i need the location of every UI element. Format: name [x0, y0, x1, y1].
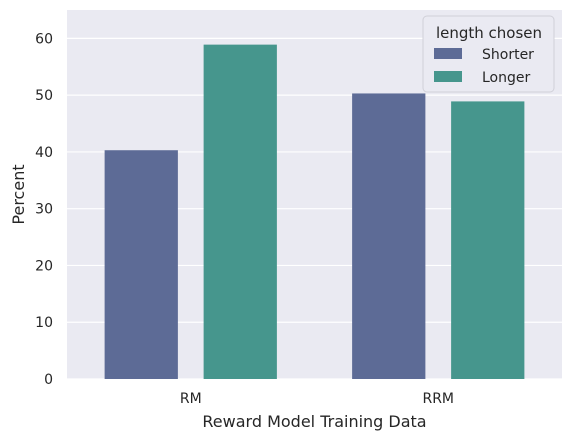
legend-label-shorter: Shorter — [482, 47, 534, 63]
bars — [104, 44, 525, 379]
y-tick-label: 0 — [44, 372, 53, 388]
bar-longer-rm — [203, 44, 277, 379]
y-tick-label: 50 — [35, 88, 53, 104]
y-axis-label: Percent — [9, 164, 28, 224]
legend-label-longer: Longer — [482, 70, 530, 86]
bar-longer-rrm — [451, 101, 525, 379]
y-tick-label: 30 — [35, 202, 53, 218]
legend: length chosen Shorter Longer — [422, 15, 555, 93]
y-tick-label: 40 — [35, 145, 53, 161]
legend-title: length chosen — [436, 24, 542, 42]
y-tick-label: 20 — [35, 258, 53, 274]
legend-swatch-shorter — [434, 48, 462, 59]
y-tick-label: 10 — [35, 315, 53, 331]
y-tick-label: 60 — [35, 31, 53, 47]
x-tick-label: RM — [180, 391, 202, 407]
x-tick-label: RRM — [422, 391, 454, 407]
legend-swatch-longer — [434, 71, 462, 82]
bar-shorter-rm — [104, 150, 178, 379]
x-axis-ticks: RM RRM — [180, 391, 454, 407]
bar-shorter-rrm — [352, 93, 426, 379]
y-axis-ticks: 0 10 20 30 40 50 60 — [35, 31, 53, 388]
x-axis-label: Reward Model Training Data — [202, 412, 426, 431]
